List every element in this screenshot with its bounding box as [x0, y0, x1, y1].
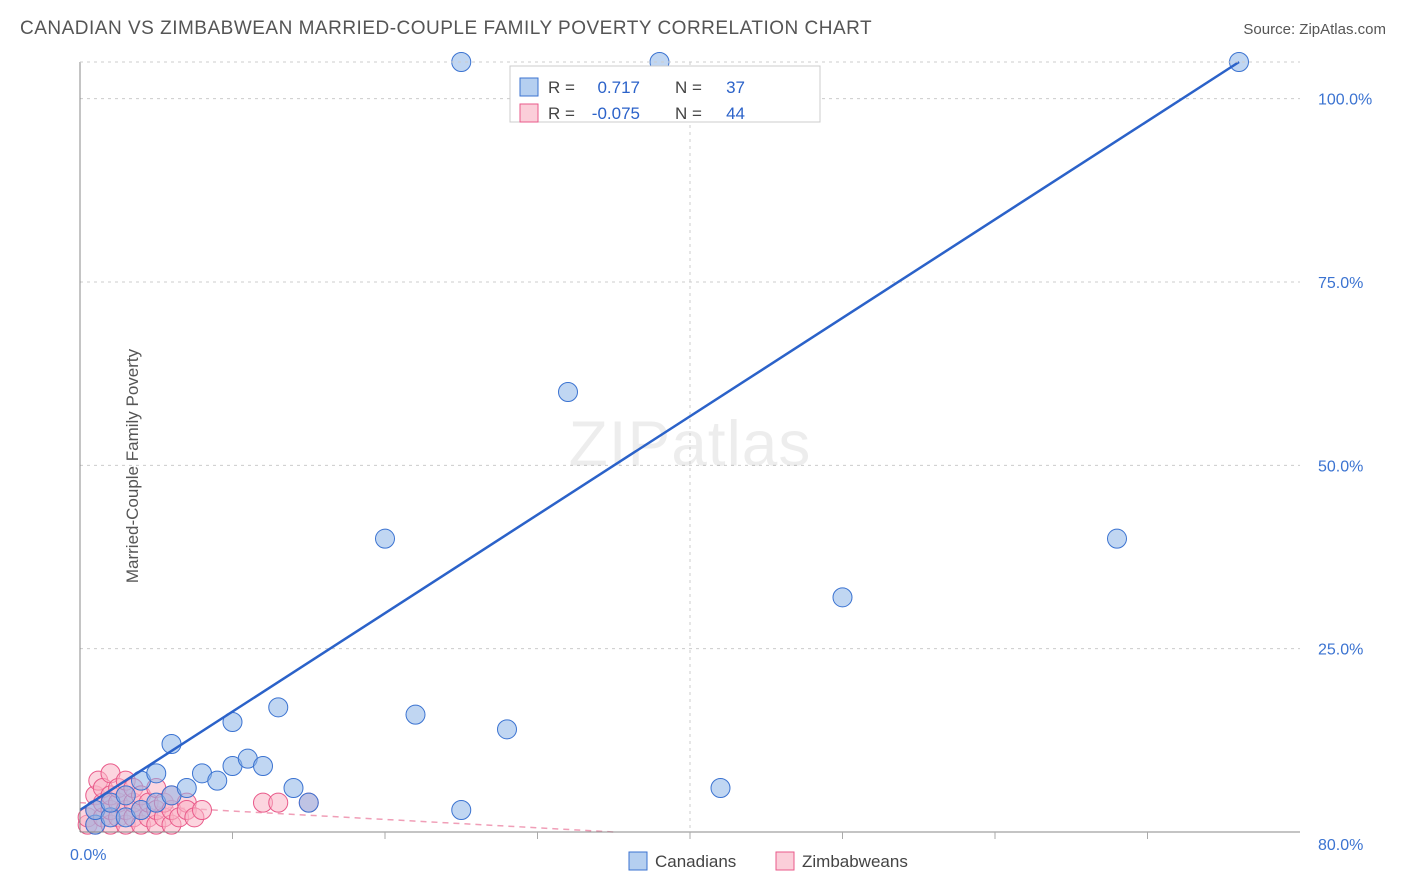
data-point [559, 383, 578, 402]
data-point [284, 779, 303, 798]
data-point [711, 779, 730, 798]
legend-swatch [520, 78, 538, 96]
legend-n-value: 44 [726, 104, 745, 123]
data-point [193, 801, 212, 820]
legend-r-value: 0.717 [597, 78, 640, 97]
y-tick-label: 100.0% [1318, 92, 1372, 109]
data-point [269, 793, 288, 812]
data-point [299, 793, 318, 812]
legend-r-value: -0.075 [592, 104, 640, 123]
y-tick-label: 50.0% [1318, 458, 1363, 475]
legend-n-label: N = [675, 78, 702, 97]
data-point [254, 757, 273, 776]
data-point [833, 588, 852, 607]
legend-n-label: N = [675, 104, 702, 123]
chart-title: CANADIAN VS ZIMBABWEAN MARRIED-COUPLE FA… [20, 18, 872, 40]
legend-swatch [629, 852, 647, 870]
data-point [208, 771, 227, 790]
source-prefix: Source: [1243, 21, 1299, 38]
data-point [376, 529, 395, 548]
y-tick-label: 25.0% [1318, 642, 1363, 659]
data-point [1108, 529, 1127, 548]
trend-line-canadians [80, 62, 1239, 810]
data-point [452, 801, 471, 820]
source-link[interactable]: ZipAtlas.com [1299, 21, 1386, 38]
legend-series-label: Zimbabweans [802, 852, 908, 871]
legend-r-label: R = [548, 78, 575, 97]
data-point [269, 698, 288, 717]
legend-series-label: Canadians [655, 852, 736, 871]
correlation-chart: 25.0%50.0%75.0%100.0%ZIPatlas0.0%80.0%R … [20, 52, 1386, 880]
legend-swatch [776, 852, 794, 870]
legend-r-label: R = [548, 104, 575, 123]
x-tick-label: 80.0% [1318, 837, 1363, 854]
data-point [116, 786, 135, 805]
legend-n-value: 37 [726, 78, 745, 97]
source-label: Source: ZipAtlas.com [1243, 21, 1386, 38]
data-point [498, 720, 517, 739]
y-axis-label: Married-Couple Family Poverty [123, 349, 143, 583]
data-point [147, 764, 166, 783]
data-point [177, 779, 196, 798]
x-tick-label: 0.0% [70, 847, 106, 864]
legend-swatch [520, 104, 538, 122]
y-tick-label: 75.0% [1318, 275, 1363, 292]
data-point [406, 705, 425, 724]
